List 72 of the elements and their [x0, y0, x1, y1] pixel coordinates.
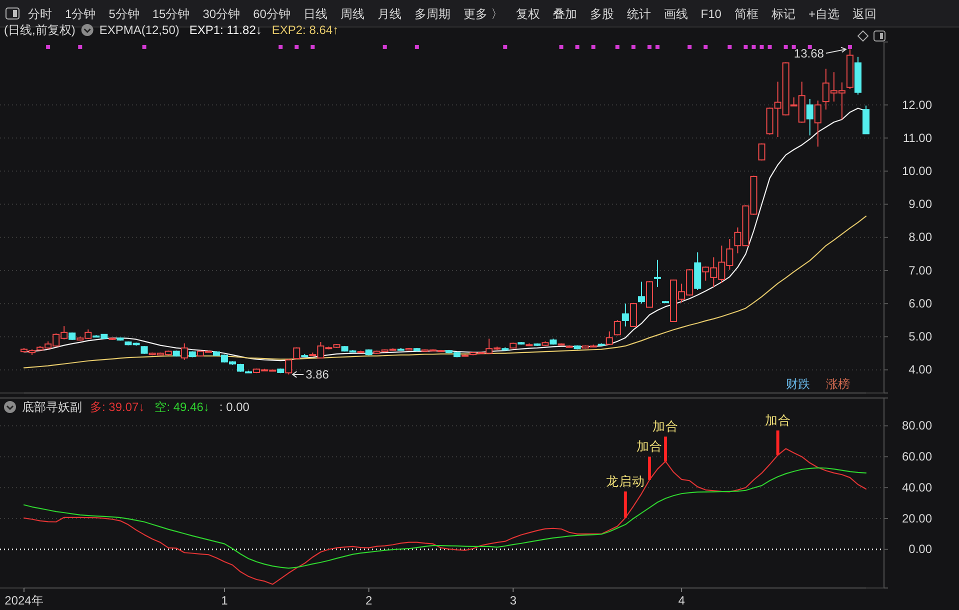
y-tick-label: 8.00	[908, 230, 932, 244]
text: 多周期	[414, 7, 450, 21]
y-tick-label: 0.00	[908, 542, 932, 556]
text: 标记	[770, 7, 796, 21]
bar	[648, 456, 651, 480]
x-tick-label: 2024年	[4, 594, 44, 608]
y-tick-label: 11.00	[902, 130, 932, 145]
chart-title: 底部寻妖副	[22, 400, 82, 414]
annotation: 13.68	[794, 46, 824, 60]
line-series	[23, 467, 867, 569]
candlestick	[654, 259, 662, 288]
text: 分时	[28, 7, 52, 21]
y-tick-label: 10.00	[902, 164, 932, 178]
y-tick-label: 40.00	[902, 480, 932, 494]
data-label: 加合	[764, 413, 791, 428]
text: 返回	[852, 7, 876, 21]
bar	[776, 430, 780, 456]
annotation: 财跌	[786, 377, 810, 391]
y-tick-label: 4.00	[908, 362, 932, 377]
candlestick	[814, 100, 822, 148]
text: 叠加	[552, 7, 577, 21]
candlestick	[614, 320, 621, 336]
candlestick	[638, 281, 645, 304]
text: 周线	[340, 7, 364, 21]
text: 15分钟	[152, 7, 190, 21]
chart-title: (日线,前复权)	[4, 23, 76, 37]
x-tick-label: 2	[365, 594, 372, 608]
y-tick-label: 6.00	[908, 296, 932, 310]
candlestick	[630, 302, 637, 328]
annotation: : 0.00	[219, 400, 250, 414]
bar	[624, 491, 627, 518]
text: 空: 49.46↓	[154, 400, 210, 414]
text: 复权	[516, 7, 540, 21]
y-tick-label: 9.00	[908, 197, 932, 212]
candlestick	[806, 98, 814, 136]
text: 5分钟	[108, 7, 140, 21]
y-tick-label: 7.00	[908, 263, 932, 278]
candlestick	[606, 330, 613, 345]
annotation: 涨榜	[826, 377, 850, 391]
text: 60分钟	[253, 7, 290, 21]
x-tick-label: 1	[221, 594, 228, 608]
x-tick-label: 3	[510, 594, 517, 608]
x-tick-label: 4	[678, 594, 686, 608]
candlestick	[285, 358, 292, 375]
text: 多股	[590, 7, 614, 21]
y-tick-label: 12.00	[902, 98, 932, 112]
y-tick-label: 5.00	[908, 330, 932, 344]
text: 简框	[734, 7, 758, 21]
text: 1分钟	[65, 7, 96, 21]
text: 日线	[303, 7, 328, 21]
y-tick-label: 60.00	[902, 450, 932, 464]
chart-subtitle: EXPMA(12,50)	[99, 23, 180, 37]
text: 30分钟	[202, 7, 240, 21]
text: 月线	[377, 7, 402, 21]
data-label: 龙启动	[606, 473, 645, 488]
y-tick-label: 20.00	[902, 511, 932, 526]
text: F10	[700, 7, 722, 21]
line-series	[23, 216, 867, 368]
data-label: 加合	[652, 420, 679, 434]
text: 统计	[626, 7, 651, 21]
data-label: 加合	[636, 440, 662, 454]
text: 更多 〉	[463, 7, 503, 21]
text: 多: 39.07↓	[90, 400, 145, 414]
text: EXP1: 11.82↓	[189, 23, 262, 37]
candlestick	[180, 342, 188, 360]
text: 画线	[664, 7, 688, 21]
annotation: 3.86	[306, 367, 330, 382]
y-tick-label: 80.00	[902, 418, 932, 433]
candlestick	[622, 303, 629, 327]
text: +自选	[808, 7, 840, 21]
bar	[664, 436, 668, 462]
text: EXP2: 8.64↑	[272, 23, 339, 37]
